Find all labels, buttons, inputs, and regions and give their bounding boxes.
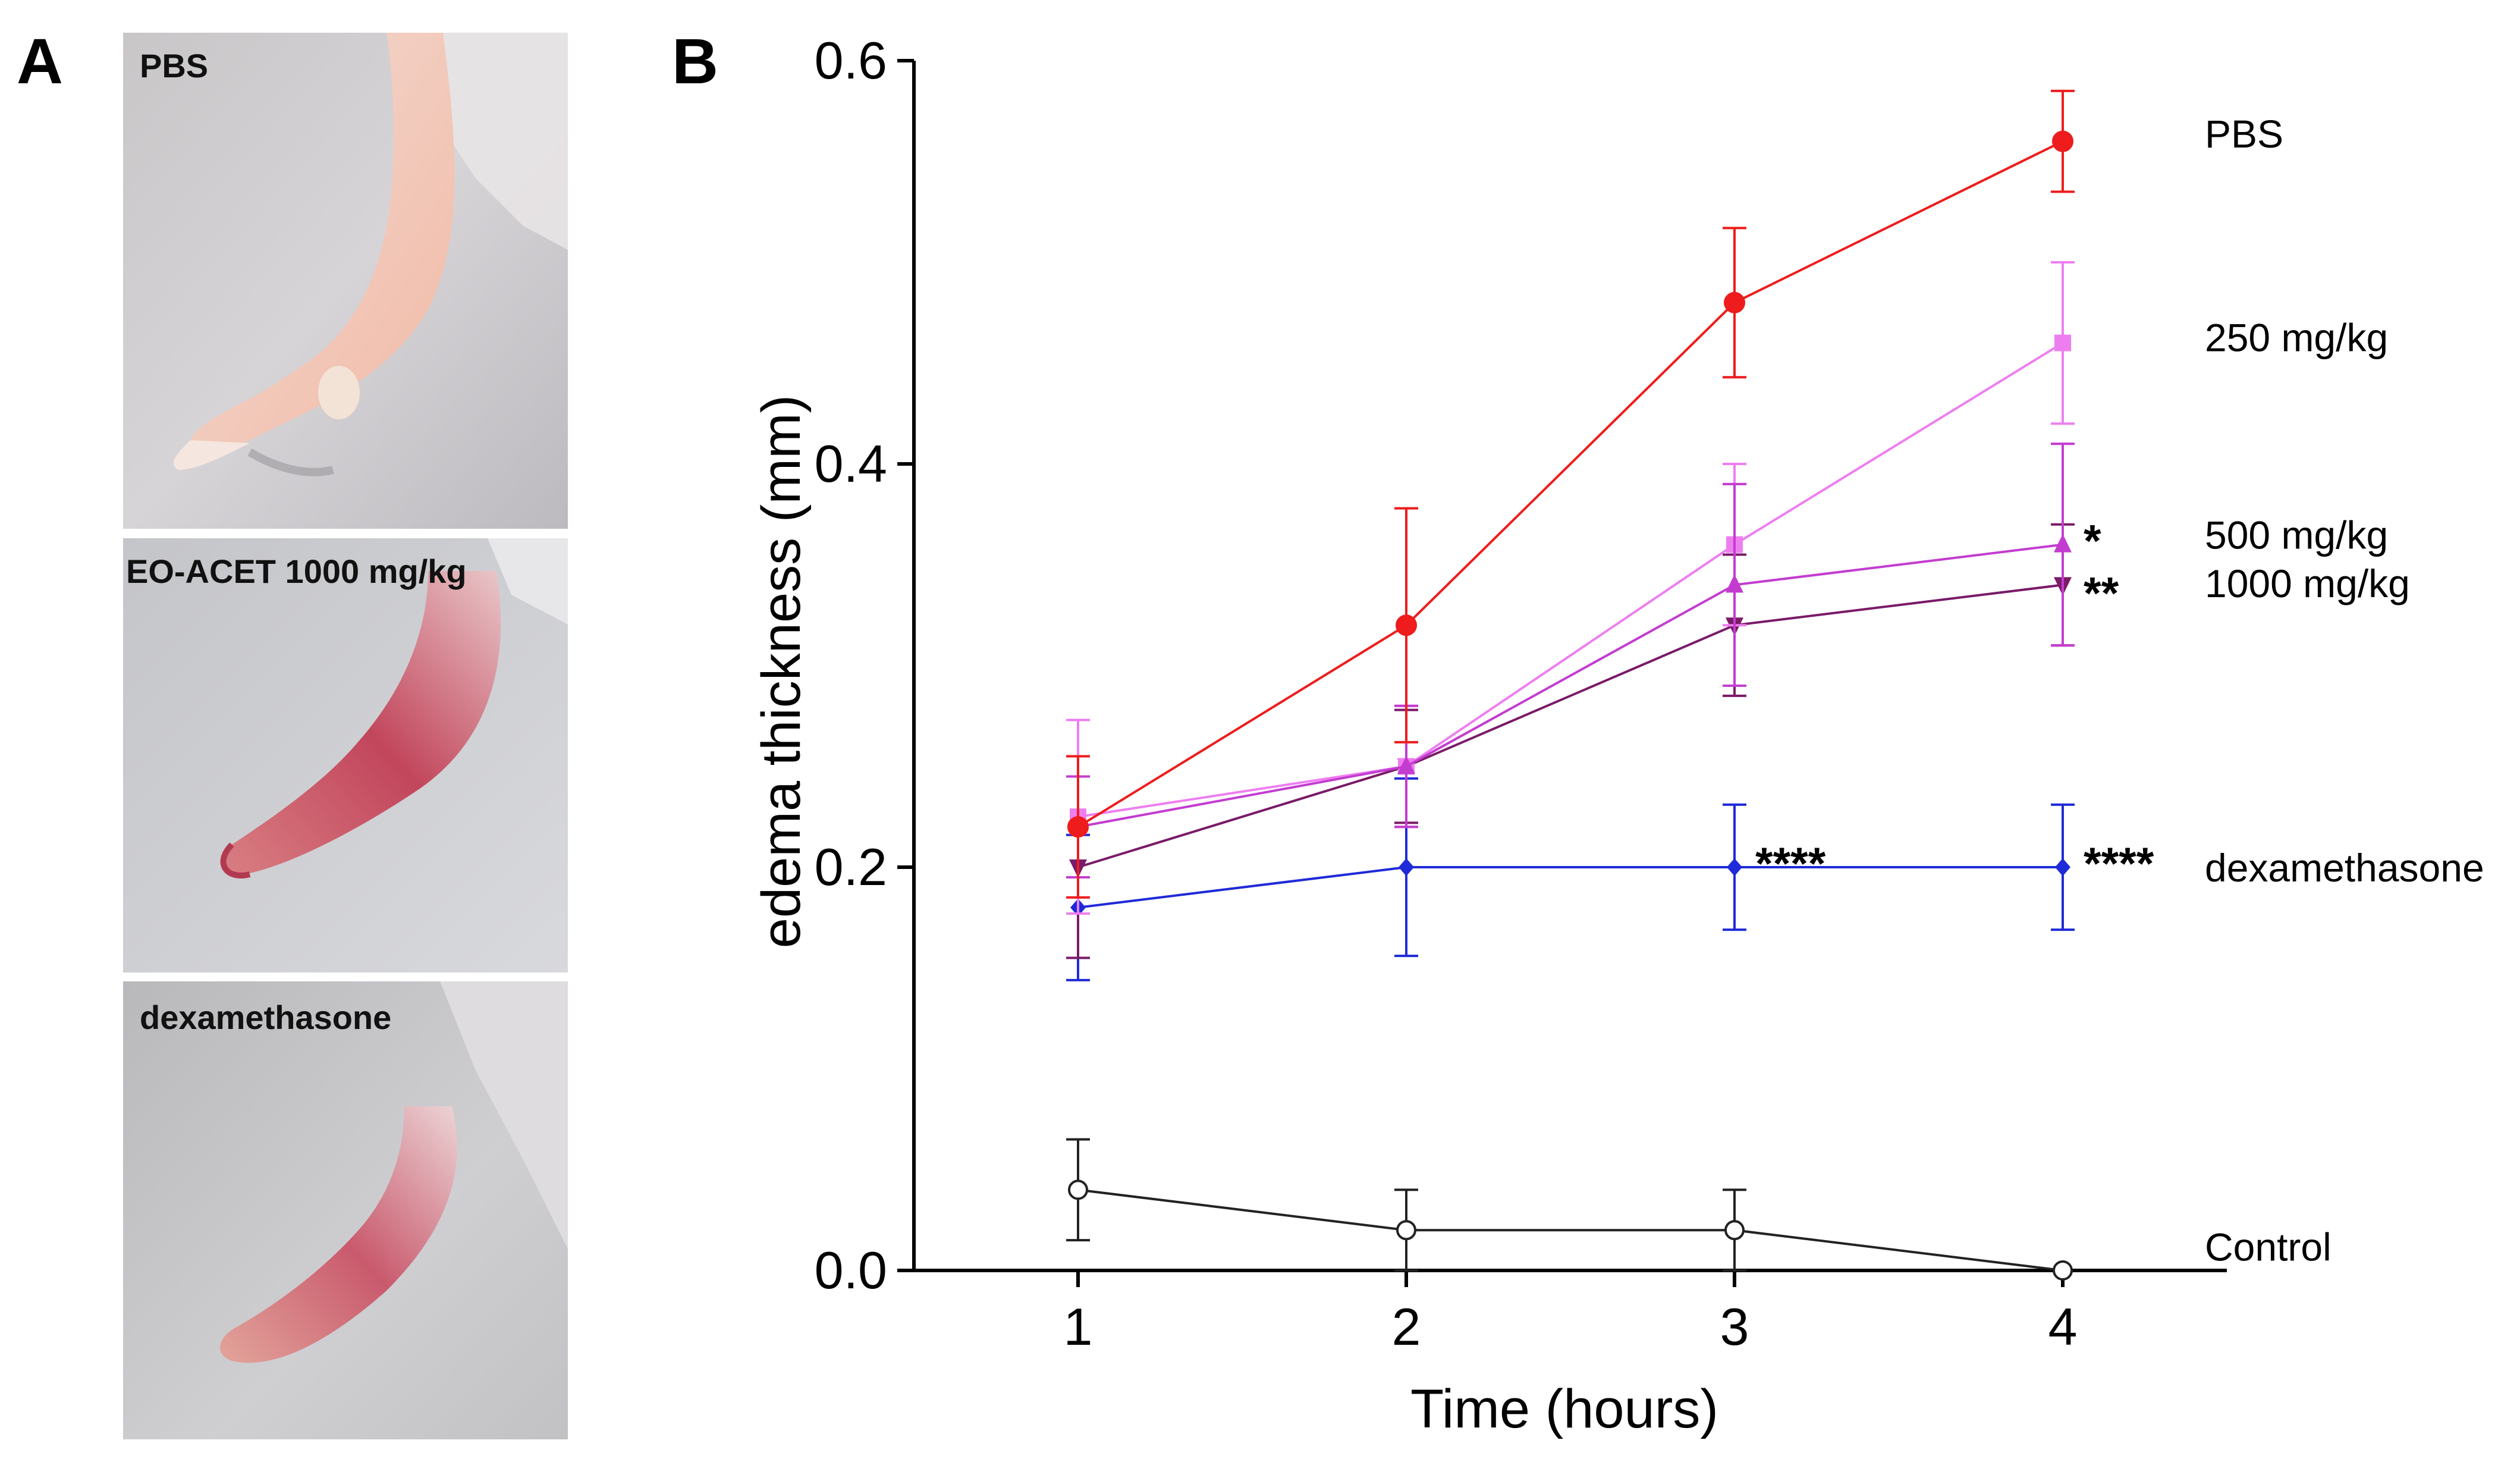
y-tick-label: 0.0 — [815, 1241, 887, 1300]
data-point — [2052, 130, 2073, 152]
x-tick-label: 4 — [2048, 1297, 2078, 1356]
x-tick-label: 1 — [1064, 1297, 1093, 1356]
legend-label: PBS — [2205, 112, 2283, 156]
y-tick-label: 0.4 — [815, 434, 887, 493]
series-line — [1077, 140, 2063, 828]
legend-label: 500 mg/kg — [2205, 513, 2388, 557]
data-point — [1396, 614, 1417, 636]
series-dexamethasone — [1066, 777, 2075, 981]
series-line — [1077, 341, 2064, 818]
series-line — [1077, 583, 2063, 868]
panel-b-letter: B — [672, 25, 718, 97]
data-point — [1727, 858, 1742, 876]
data-point — [1724, 1220, 1745, 1241]
data-point — [1396, 1220, 1416, 1241]
photo-label-eo-acet: EO-ACET 1000 mg/kg — [126, 553, 467, 590]
legend-label: Control — [2205, 1225, 2332, 1269]
series-500-mg-kg — [1066, 443, 2075, 878]
data-point — [1068, 1179, 1088, 1200]
series-line — [1077, 1188, 2063, 1272]
photo-label-pbs: PBS — [140, 47, 208, 84]
data-point — [2053, 1260, 2073, 1281]
legend-label: 1000 mg/kg — [2205, 561, 2410, 605]
data-point — [2054, 534, 2072, 553]
legend-label: 250 mg/kg — [2205, 315, 2388, 359]
x-tick-label: 2 — [1392, 1297, 1421, 1356]
y-axis-title: edema thickness (mm) — [751, 395, 812, 948]
series-250-mg-kg — [1066, 261, 2075, 915]
series-line — [1077, 866, 2063, 909]
y-tick-label: 0.2 — [815, 837, 887, 896]
significance-marker: **** — [1755, 839, 1826, 889]
data-point — [1724, 291, 1745, 313]
x-tick-label: 3 — [1720, 1297, 1749, 1356]
panel-a-letter: A — [17, 25, 63, 97]
y-tick-label: 0.6 — [815, 31, 887, 90]
significance-marker: * — [2084, 516, 2101, 567]
series-pbs — [1066, 89, 2075, 899]
data-point — [2054, 334, 2071, 352]
series-control — [1066, 1138, 2073, 1281]
data-point — [1067, 816, 1089, 838]
edema-chart: 0.0 0.2 0.4 0.6 1 2 3 4 Time (hours) edema thickn… — [751, 31, 2484, 1439]
x-axis-title: Time (hours) — [1410, 1379, 1718, 1439]
data-point — [2055, 858, 2070, 876]
photo-pbs: PBS — [123, 33, 568, 529]
photo-label-dexamethasone: dexamethasone — [140, 999, 391, 1036]
legend-label: dexamethasone — [2205, 846, 2484, 890]
significance-marker: **** — [2084, 839, 2154, 889]
photo-eo-acet: EO-ACET 1000 mg/kg — [123, 538, 568, 972]
photo-dexamethasone: dexamethasone — [123, 981, 568, 1439]
data-point — [1397, 755, 1415, 774]
series-line — [1077, 543, 2063, 829]
data-point — [1726, 574, 1743, 593]
significance-marker: ** — [2084, 568, 2119, 619]
data-point — [1399, 858, 1414, 876]
